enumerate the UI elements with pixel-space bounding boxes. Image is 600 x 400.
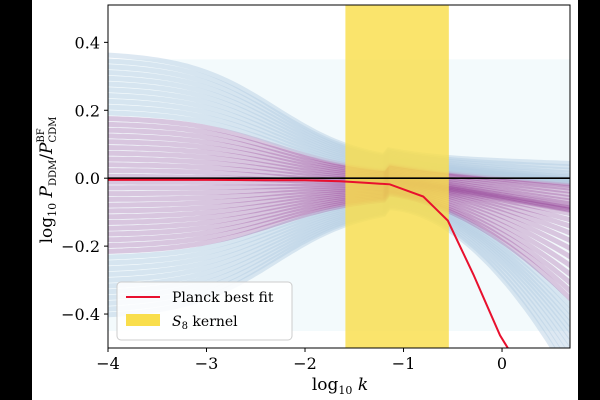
y-tick-label: 0.4 [75,33,100,52]
posterior-sample-line [108,196,570,327]
posterior-sample-line [108,156,570,207]
posterior-sample-line [108,182,570,244]
posterior-sample-line [108,70,570,176]
posterior-sample-line [108,75,570,179]
posterior-sample-line [108,87,570,182]
posterior-sample-line [108,183,570,252]
posterior-sample-line [108,139,570,197]
posterior-sample-line [108,150,570,204]
legend: Planck best fit S8 kernel [116,281,293,341]
posterior-sample-line [108,179,570,229]
posterior-band [108,52,570,348]
posterior-sample-line [108,175,570,213]
posterior-sample-line [108,133,570,194]
x-tick-label: −2 [293,354,317,373]
posterior-sample-line [108,191,570,302]
x-tick-label: 0 [497,354,507,373]
y-axis-label: log10 PDDM/PCDMBF [36,117,59,244]
y-tick-label: 0.2 [75,101,100,120]
posterior-sample-line [108,178,570,223]
y-tick-label: −0.4 [61,305,100,324]
posterior-sample-line [108,52,570,166]
x-tick-label: −4 [96,354,120,373]
posterior-sample-line [108,81,570,180]
posterior-sample-line [108,177,570,217]
posterior-sample-line [108,193,570,315]
legend-label-s8: S8 kernel [172,314,238,332]
posterior-sample-line [108,189,570,294]
posterior-sample-line [108,110,570,185]
s8-kernel-region [345,5,449,348]
x-tick-label: −1 [392,354,416,373]
legend-box [116,281,293,341]
posterior-sample-line [108,116,570,187]
posterior-sample-line [108,98,570,183]
posterior-sample-line [108,188,570,286]
left-border [0,0,32,400]
posterior-sample-line [108,197,570,334]
plot-frame [107,4,571,349]
posterior-sample-line [108,180,570,236]
posterior-sample-line [108,184,570,260]
x-axis-label: log10 k [312,375,368,397]
y-tick-label: −0.2 [61,237,100,256]
posterior-sample-line [108,93,570,183]
posterior-sample-line [108,145,570,201]
legend-s8-swatch [126,314,160,326]
posterior-sample-line [108,64,570,173]
posterior-sample-line [108,127,570,191]
posterior-sample-line [108,185,570,269]
posterior-sample-line [108,104,570,184]
posterior-sample-line [108,58,570,170]
right-border [578,0,600,400]
x-tick-label: −3 [195,354,219,373]
planck-best-fit-line [108,178,509,348]
posterior-sample-line [108,187,570,277]
posterior-sample-line [108,198,570,340]
y-tick-label: 0.0 [75,169,100,188]
posterior-sample-line [108,194,570,321]
legend-label-planck: Planck best fit [172,290,274,306]
posterior-sample-line [108,192,570,309]
